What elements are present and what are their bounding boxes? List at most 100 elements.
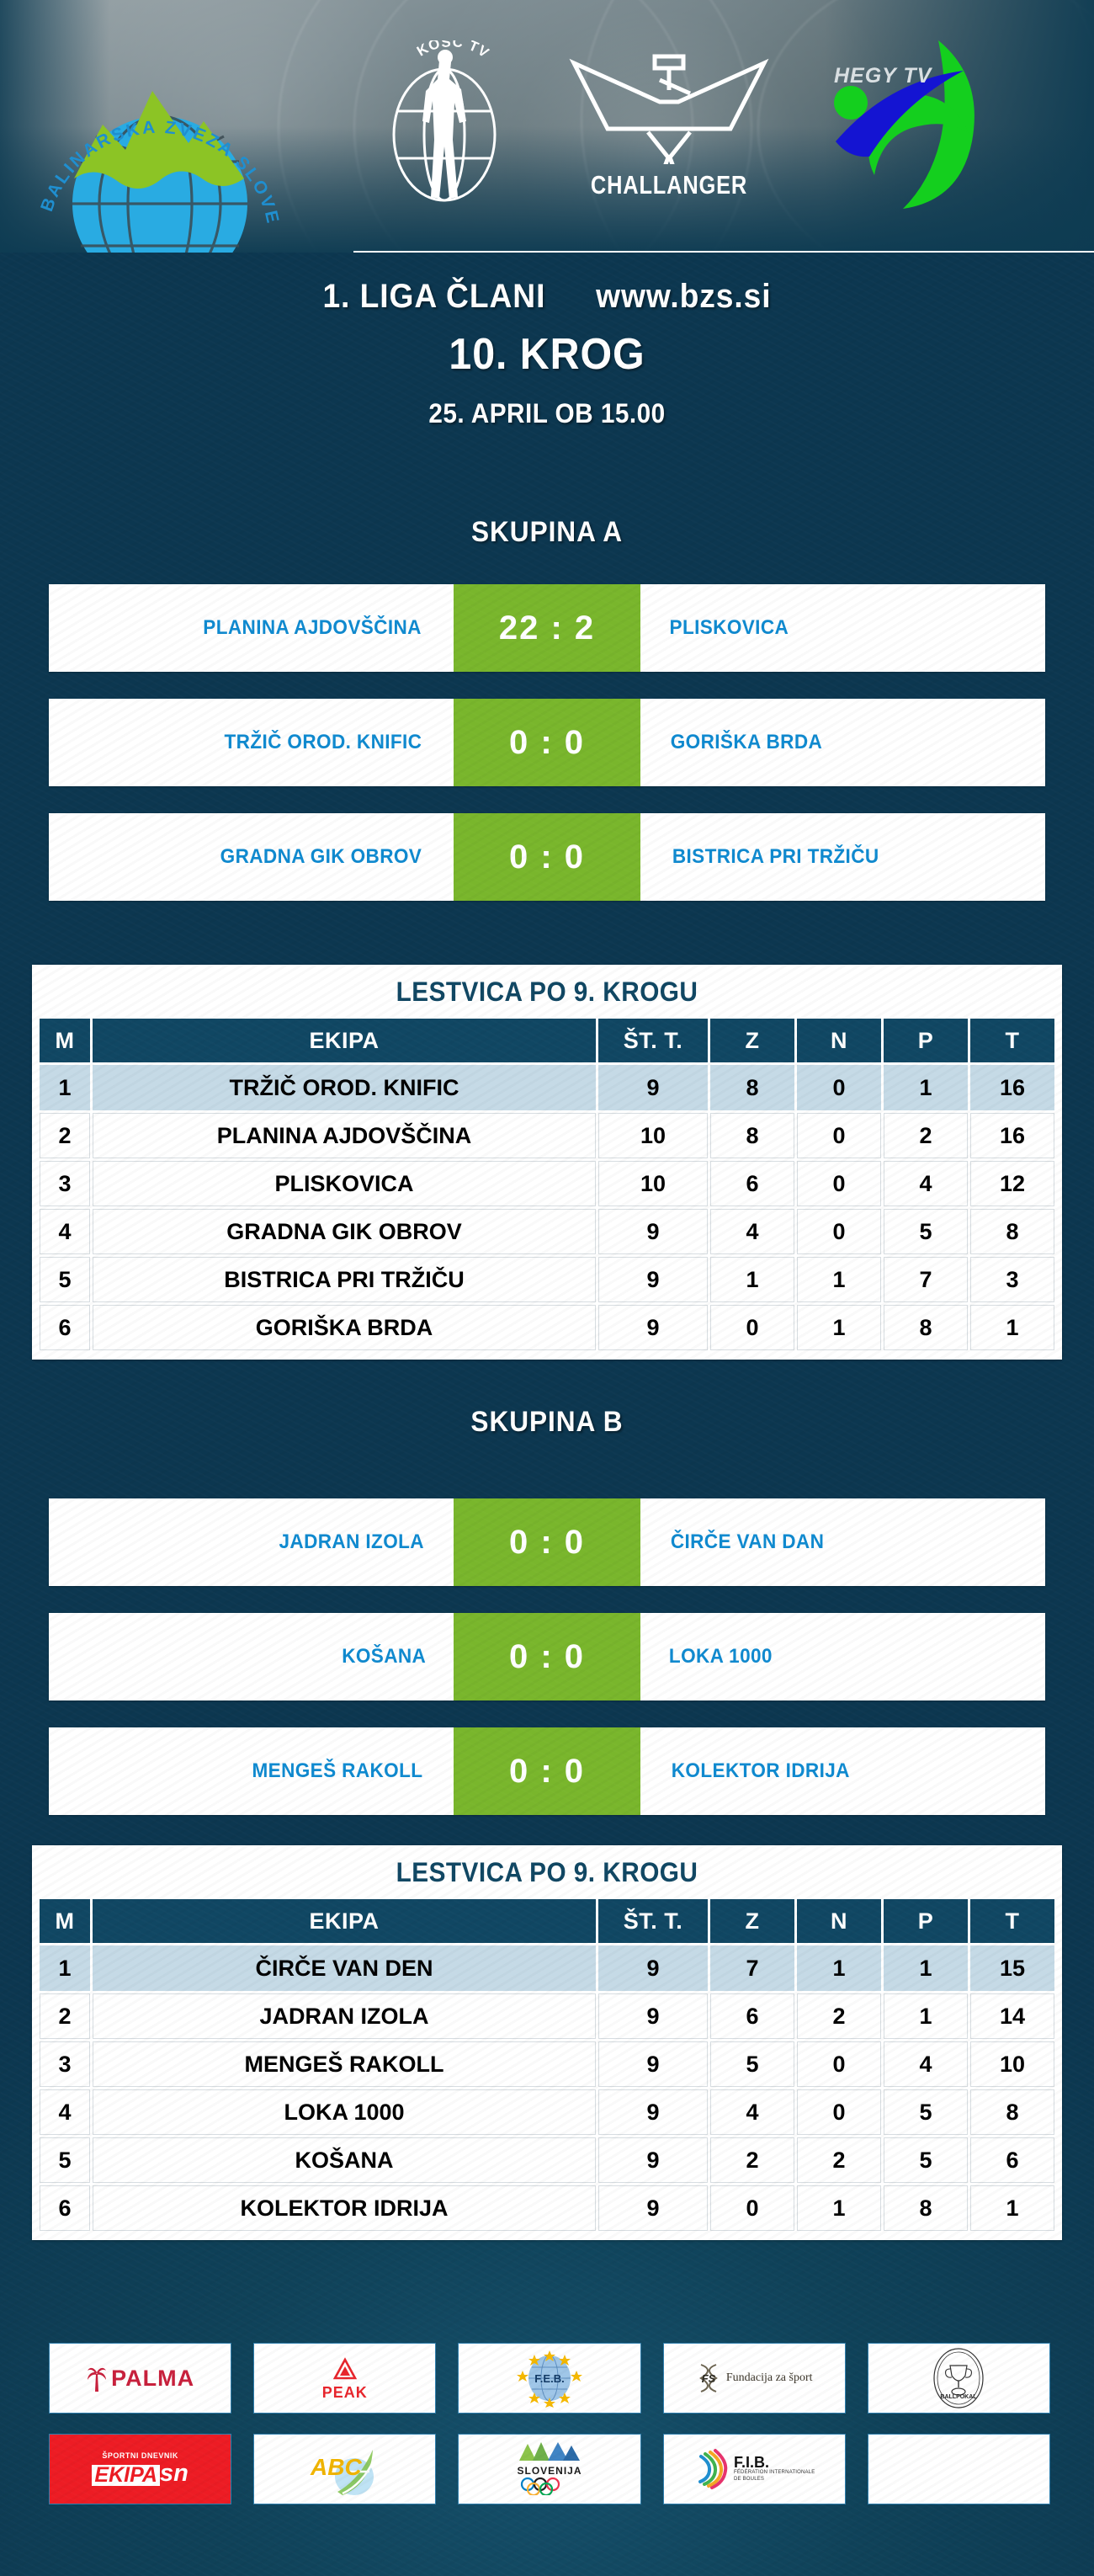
sponsor-fundacija-za-sport[interactable]: FS Fundacija za šport	[662, 2343, 846, 2414]
table-row[interactable]: 2 JADRAN IZOLA 9 6 2 1 14	[40, 1993, 1054, 2039]
cell-points: 1	[970, 2185, 1054, 2231]
cell-wins: 2	[710, 2137, 794, 2183]
table-row[interactable]: 5 BISTRICA PRI TRŽIČU 9 1 1 7 3	[40, 1257, 1054, 1302]
col-header-n: N	[797, 1899, 881, 1943]
match-row[interactable]: PLANINA AJDOVŠČINA 22 : 2 PLISKOVICA	[49, 584, 1045, 672]
match-row[interactable]: KOŠANA 0 : 0 LOKA 1000	[49, 1613, 1045, 1700]
cell-team: TRŽIČ OROD. KNIFIC	[93, 1065, 596, 1110]
cell-team: PLANINA AJDOVŠČINA	[93, 1113, 596, 1158]
match-score: 0 : 0	[454, 1498, 640, 1586]
match-row[interactable]: GRADNA GIK OBROV 0 : 0 BISTRICA PRI TRŽI…	[49, 813, 1045, 901]
cell-wins: 4	[710, 2089, 794, 2135]
header-banner: BALINARSKA ZVEZA SLOVENIJE KOSC TV	[0, 0, 1094, 253]
col-header-m: M	[40, 1019, 90, 1062]
peak-triangle-icon	[332, 2356, 357, 2379]
sponsor-abc[interactable]: ABC	[253, 2434, 437, 2504]
match-away-team: ČIRČE VAN DAN	[670, 1530, 825, 1553]
col-header-stt: ŠT. T.	[598, 1899, 708, 1943]
cell-rank: 4	[40, 2089, 90, 2135]
col-header-m: M	[40, 1899, 90, 1943]
cell-team: MENGEŠ RAKOLL	[93, 2041, 596, 2087]
cell-draws: 0	[797, 1065, 881, 1110]
group-a-heading: SKUPINA A	[471, 516, 623, 548]
cell-points: 16	[970, 1113, 1054, 1158]
cell-draws: 1	[797, 2185, 881, 2231]
cell-points: 15	[970, 1945, 1054, 1991]
slovenia-mountains-icon	[519, 2442, 580, 2461]
cell-wins: 6	[710, 1161, 794, 1206]
cell-played: 9	[598, 1257, 708, 1302]
sponsor-palma[interactable]: PALMA	[49, 2343, 232, 2414]
sponsor-row: PALMA PEAK	[49, 2343, 1051, 2414]
table-row[interactable]: 3 PLISKOVICA 10 6 0 4 12	[40, 1161, 1054, 1206]
table-row[interactable]: 6 GORIŠKA BRDA 9 0 1 8 1	[40, 1305, 1054, 1350]
table-row[interactable]: 3 MENGEŠ RAKOLL 9 5 0 4 10	[40, 2041, 1054, 2087]
sponsor-label: F.I.B.	[733, 2454, 769, 2472]
sponsor-grid: PALMA PEAK	[49, 2343, 1051, 2525]
cell-wins: 1	[710, 1257, 794, 1302]
standings-table: M EKIPA ŠT. T. Z N P T 1 ČIRČE VAN DEN 9…	[37, 1897, 1057, 2233]
svg-text:HEGY TV: HEGY TV	[834, 64, 933, 88]
challanger-wordmark: CHALLANGER	[590, 170, 748, 200]
table-row[interactable]: 1 TRŽIČ OROD. KNIFIC 9 8 0 1 16	[40, 1065, 1054, 1110]
sponsor-label: PEAK	[321, 2383, 368, 2401]
cell-points: 14	[970, 1993, 1054, 2039]
title-block: 1. LIGA ČLANI www.bzs.si 10. KROG 25. AP…	[0, 278, 1094, 429]
cell-team: LOKA 1000	[93, 2089, 596, 2135]
sponsor-ekipa-sn[interactable]: ŠPORTNI DNEVNIK EKIPA sn	[49, 2434, 232, 2504]
cell-points: 1	[970, 1305, 1054, 1350]
match-score: 22 : 2	[454, 584, 640, 672]
col-header-z: Z	[710, 1019, 794, 1062]
svg-text:KOSC TV: KOSC TV	[414, 40, 492, 61]
match-row[interactable]: TRŽIČ OROD. KNIFIC 0 : 0 GORIŠKA BRDA	[49, 699, 1045, 786]
match-home-team: GRADNA GIK OBROV	[220, 845, 422, 868]
cell-played: 9	[598, 2137, 708, 2183]
table-row[interactable]: 6 KOLEKTOR IDRIJA 9 0 1 8 1	[40, 2185, 1054, 2231]
table-row[interactable]: 2 PLANINA AJDOVŠČINA 10 8 0 2 16	[40, 1113, 1054, 1158]
cell-losses: 1	[884, 1945, 968, 1991]
sponsor-suffix: sn	[159, 2460, 189, 2487]
table-row[interactable]: 1 ČIRČE VAN DEN 9 7 1 1 15	[40, 1945, 1054, 1991]
sponsor-label: EKIPA	[92, 2465, 160, 2486]
svg-text:F.E.B.: F.E.B.	[534, 2372, 564, 2385]
cell-played: 9	[598, 1209, 708, 1254]
bzs-logo: BALINARSKA ZVEZA SLOVENIJE	[15, 44, 310, 253]
banner-divider-line	[353, 251, 1094, 253]
cell-played: 9	[598, 1065, 708, 1110]
cell-rank: 5	[40, 2137, 90, 2183]
table-row[interactable]: 4 LOKA 1000 9 4 0 5 8	[40, 2089, 1054, 2135]
match-away-team: BISTRICA PRI TRŽIČU	[672, 845, 879, 868]
match-home-team: KOŠANA	[341, 1645, 426, 1668]
cell-draws: 1	[797, 1257, 881, 1302]
kosc-tv-logo: KOSC TV	[370, 34, 522, 209]
cell-rank: 6	[40, 1305, 90, 1350]
sponsor-peak[interactable]: PEAK	[253, 2343, 437, 2414]
svg-text:FS: FS	[702, 2372, 716, 2385]
cell-team: KOŠANA	[93, 2137, 596, 2183]
cell-points: 3	[970, 1257, 1054, 1302]
standings-header-row: M EKIPA ŠT. T. Z N P T	[40, 1019, 1054, 1062]
match-row[interactable]: JADRAN IZOLA 0 : 0 ČIRČE VAN DAN	[49, 1498, 1045, 1586]
col-header-t: T	[970, 1899, 1054, 1943]
cell-wins: 8	[710, 1065, 794, 1110]
olympic-rings-icon	[520, 2477, 560, 2497]
sponsor-olimpijski-komite-slovenija[interactable]: SLOVENIJA	[458, 2434, 641, 2504]
table-row[interactable]: 5 KOŠANA 9 2 2 5 6	[40, 2137, 1054, 2183]
standings-title: LESTVICA PO 9. KROGU	[396, 1857, 698, 1887]
sponsor-feb[interactable]: F.E.B.	[458, 2343, 641, 2414]
website-link[interactable]: www.bzs.si	[596, 278, 772, 315]
cell-rank: 6	[40, 2185, 90, 2231]
sponsor-empty-slot[interactable]	[867, 2434, 1051, 2504]
cell-draws: 0	[797, 1209, 881, 1254]
feb-logo: F.E.B.	[517, 2350, 582, 2408]
sponsor-fib[interactable]: F.I.B. FÉDÉRATION INTERNATIONALE DE BOUL…	[662, 2434, 846, 2504]
sponsor-ballpokal[interactable]: BALLPOKAL	[867, 2343, 1051, 2414]
cell-points: 6	[970, 2137, 1054, 2183]
col-header-p: P	[884, 1899, 968, 1943]
cell-losses: 7	[884, 1257, 968, 1302]
cell-rank: 4	[40, 1209, 90, 1254]
col-header-ekipa: EKIPA	[93, 1899, 596, 1943]
group-b-heading: SKUPINA B	[470, 1406, 624, 1438]
match-row[interactable]: MENGEŠ RAKOLL 0 : 0 KOLEKTOR IDRIJA	[49, 1727, 1045, 1815]
table-row[interactable]: 4 GRADNA GIK OBROV 9 4 0 5 8	[40, 1209, 1054, 1254]
